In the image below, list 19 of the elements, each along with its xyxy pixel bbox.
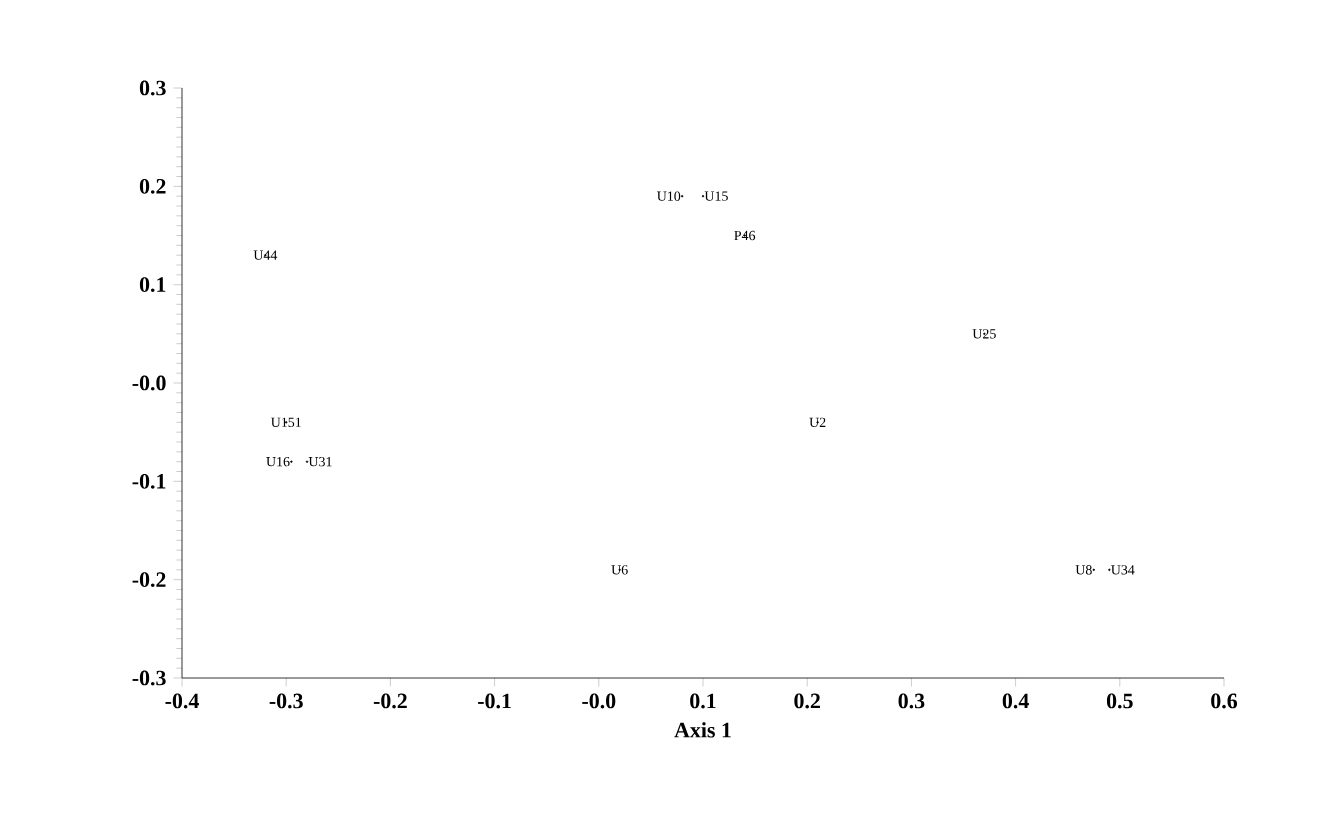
y-tick-label: 0.1 (139, 277, 166, 293)
x-tick-label: 0.1 (690, 693, 716, 709)
x-tick-label: -0.4 (165, 693, 199, 709)
x-tick-label: -0.3 (269, 693, 303, 709)
x-tick-label: -0.1 (478, 693, 511, 709)
y-tick-label: 0.3 (139, 80, 166, 96)
x-tick-label: 0.4 (1002, 693, 1029, 709)
x-tick-label: -0.2 (373, 693, 407, 709)
x-axis-title: Axis 1 (674, 722, 731, 738)
x-tick-label: -0.0 (582, 693, 616, 709)
x-tick-label: 0.5 (1106, 693, 1133, 709)
x-tick-label: 0.6 (1211, 693, 1238, 709)
x-tick-label: 0.3 (898, 693, 925, 709)
y-tick-label: -0.2 (132, 572, 166, 588)
y-tick-label: 0.2 (139, 178, 166, 194)
y-tick-label: -0.1 (132, 473, 166, 489)
x-tick-label: 0.2 (794, 693, 820, 709)
y-tick-label: -0.0 (132, 375, 166, 391)
y-tick-label: -0.3 (132, 670, 166, 686)
